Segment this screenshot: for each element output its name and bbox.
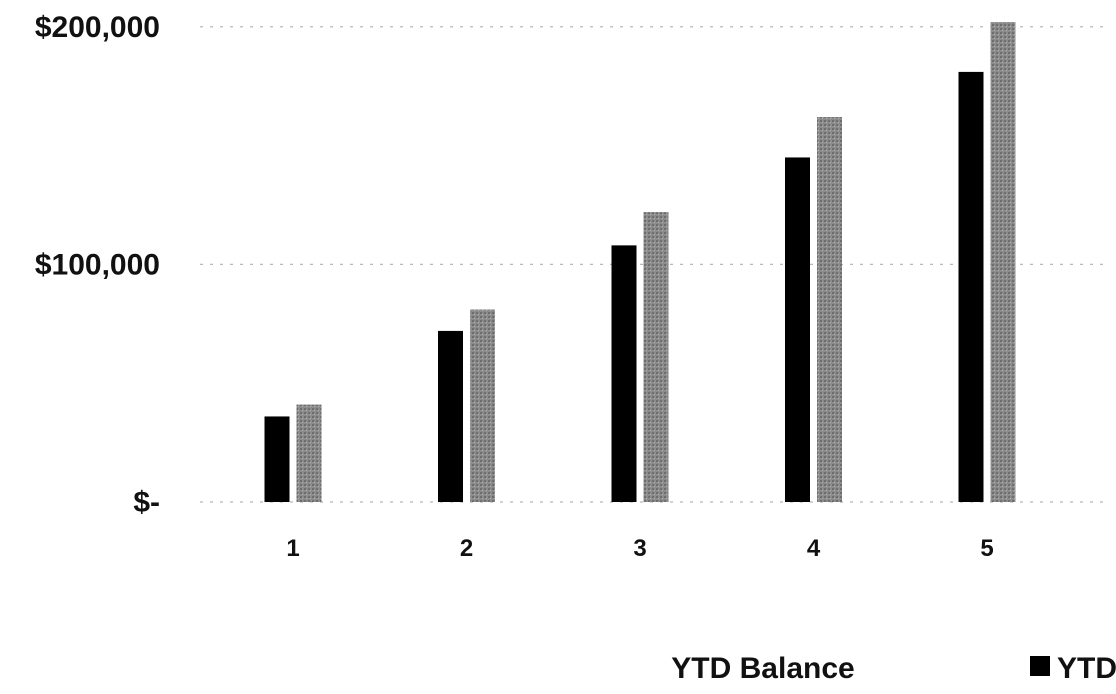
bar-series-2-category-2 [470, 309, 495, 502]
y-axis-ticks: $- $100,000 $200,000 [35, 11, 160, 519]
bar-series-2-category-1 [296, 404, 322, 502]
bar-series-2-category-3 [643, 212, 669, 503]
legend-text: YTD [1057, 652, 1116, 685]
x-tick-label: 1 [286, 535, 299, 562]
y-tick-label: $- [133, 486, 160, 519]
y-tick-label: $200,000 [35, 11, 160, 44]
x-tick-label: 5 [980, 535, 993, 562]
x-tick-label: 3 [633, 535, 646, 562]
x-tick-label: 2 [460, 535, 473, 562]
x-axis-label: YTD Balance [671, 652, 854, 685]
bar-series-1-category-2 [438, 330, 463, 502]
bar-series-1-category-3 [611, 245, 637, 502]
x-axis-ticks: 1 2 3 4 5 [286, 535, 993, 562]
legend: YTD [1030, 652, 1116, 685]
bars [264, 22, 1016, 503]
bar-series-1-category-1 [264, 416, 290, 502]
y-tick-label: $100,000 [35, 248, 160, 281]
bar-series-1-category-5 [958, 71, 984, 502]
x-tick-label: 4 [807, 535, 821, 562]
legend-swatch [1030, 656, 1050, 676]
bar-series-1-category-4 [785, 157, 810, 502]
gridlines [200, 26, 1110, 503]
bar-series-2-category-5 [990, 22, 1016, 502]
bar-series-2-category-4 [817, 117, 842, 503]
